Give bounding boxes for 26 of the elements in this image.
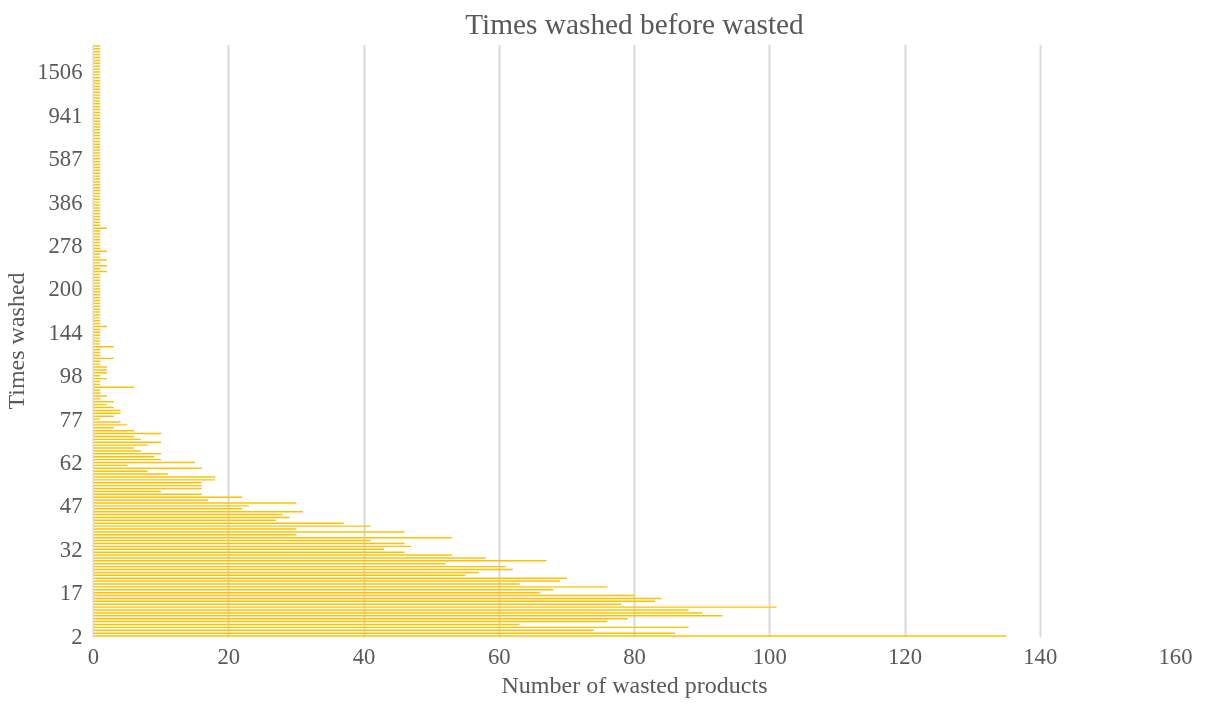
y-tick-label: 2	[71, 623, 83, 649]
y-tick-label: 278	[48, 233, 83, 259]
y-tick-label: 98	[59, 363, 83, 389]
y-tick-label: 941	[48, 102, 83, 128]
x-tick-label: 40	[352, 643, 376, 669]
y-tick-label: 200	[48, 276, 83, 302]
y-tick-label: 144	[48, 319, 83, 345]
chart-title: Times washed before wasted	[465, 7, 805, 40]
y-tick-label: 77	[59, 406, 83, 432]
y-tick-label: 17	[59, 580, 83, 606]
x-tick-label: 120	[888, 643, 922, 669]
x-tick-label: 80	[623, 643, 646, 669]
x-tick-label: 60	[487, 643, 511, 669]
x-tick-label: 0	[87, 643, 100, 669]
y-tick-label: 1506	[37, 59, 83, 85]
y-tick-label: 386	[48, 189, 83, 215]
x-tick-label: 20	[217, 643, 241, 669]
y-tick-label: 587	[48, 146, 83, 172]
x-tick-label: 140	[1023, 643, 1058, 669]
y-axis-title: Times washed	[3, 272, 30, 410]
y-tick-label: 47	[59, 493, 83, 519]
x-tick-label: 160	[1158, 643, 1193, 669]
y-tick-label: 62	[59, 449, 83, 475]
x-tick-label: 100	[752, 643, 787, 669]
x-axis-title: Number of wasted products	[501, 671, 768, 698]
y-tick-label: 32	[59, 536, 83, 562]
